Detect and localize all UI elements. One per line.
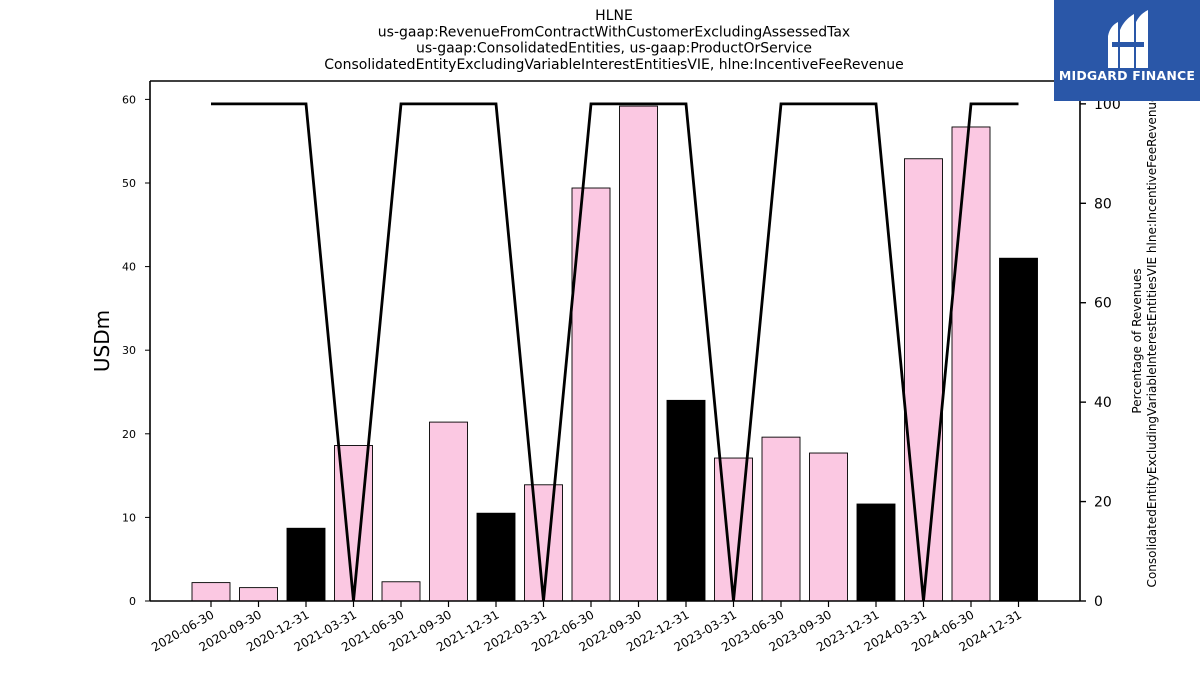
y2-tick-label: 0 bbox=[1094, 594, 1103, 610]
y2-axis-label-line-1: Percentage of Revenues bbox=[1130, 268, 1144, 413]
bar-2020-12-31 bbox=[286, 527, 326, 602]
logo-text: MIDGARD FINANCE bbox=[1058, 68, 1196, 83]
y-tick-label: 10 bbox=[122, 511, 136, 524]
y-axis-label: USDm bbox=[90, 310, 114, 372]
bars bbox=[191, 105, 1038, 602]
bar-2023-06-30 bbox=[761, 436, 801, 602]
y2-tick-label: 20 bbox=[1094, 495, 1112, 511]
bar-2020-09-30 bbox=[239, 587, 278, 602]
midgard-finance-logo: MIDGARD FINANCE bbox=[1054, 0, 1200, 101]
bar-2022-12-31 bbox=[666, 399, 706, 602]
axes bbox=[149, 80, 1081, 602]
percentage-line-series bbox=[211, 102, 1019, 602]
title-line-2: us-gaap:RevenueFromContractWithCustomerE… bbox=[378, 24, 850, 40]
bar-2022-03-31 bbox=[524, 484, 563, 602]
axis-labels: USDm Percentage of Revenues ConsolidatedEn… bbox=[90, 95, 1159, 588]
y-tick-label: 60 bbox=[122, 93, 136, 106]
bar-2021-12-31 bbox=[476, 512, 516, 602]
bar-2024-03-31 bbox=[904, 158, 943, 602]
logo-mark-icon bbox=[1108, 10, 1148, 68]
y2-tick-label: 80 bbox=[1094, 196, 1112, 212]
y-tick-label: 40 bbox=[122, 261, 136, 274]
title-line-1: HLNE bbox=[595, 8, 633, 24]
y2-tick-label: 40 bbox=[1094, 395, 1112, 411]
bar-2021-09-30 bbox=[429, 421, 468, 602]
y-tick-label: 50 bbox=[122, 177, 136, 190]
bar-2024-06-30 bbox=[951, 126, 991, 602]
y-tick-label: 30 bbox=[122, 344, 136, 357]
percentage-line bbox=[211, 102, 1019, 602]
bar-2021-06-30 bbox=[381, 581, 421, 602]
bar-2024-12-31 bbox=[999, 257, 1038, 602]
chart-title: HLNEus-gaap:RevenueFromContractWithCusto… bbox=[324, 8, 903, 73]
bar-2023-09-30 bbox=[809, 452, 848, 602]
y-tick-label: 0 bbox=[129, 595, 136, 608]
bar-2020-06-30 bbox=[191, 582, 231, 602]
bar-2022-06-30 bbox=[571, 187, 611, 602]
title-line-4: ConsolidatedEntityExcludingVariableInter… bbox=[324, 57, 903, 73]
bar-2023-12-31 bbox=[856, 503, 896, 602]
bar-2022-09-30 bbox=[619, 105, 658, 602]
y2-axis-label-line-2: ConsolidatedEntityExcludingVariableInter… bbox=[1145, 95, 1159, 588]
y2-tick-label: 60 bbox=[1094, 296, 1112, 312]
y-tick-label: 20 bbox=[122, 428, 136, 441]
title-line-3: us-gaap:ConsolidatedEntities, us-gaap:Pr… bbox=[416, 41, 812, 57]
bar-2023-03-31 bbox=[714, 457, 753, 602]
